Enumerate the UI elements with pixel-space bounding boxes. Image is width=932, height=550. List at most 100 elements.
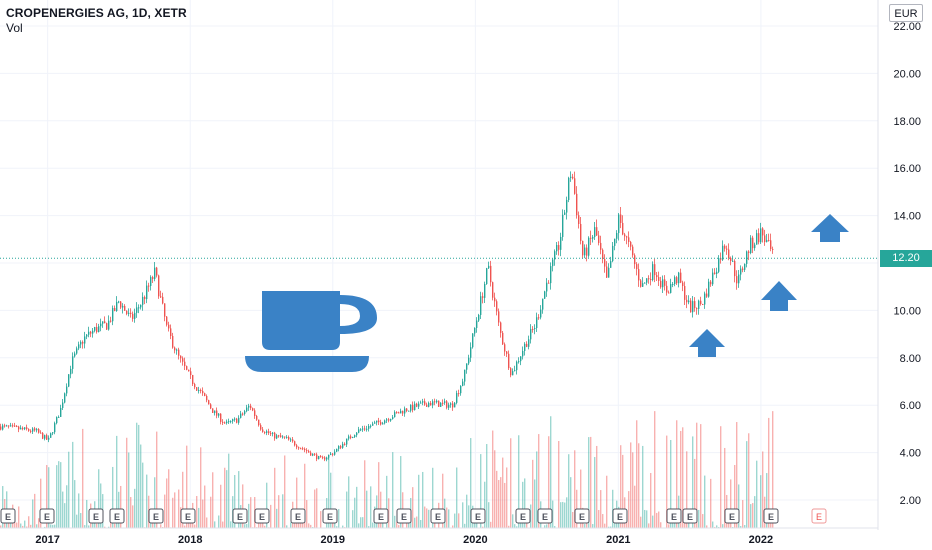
candle-body [482,296,484,298]
candle-body [490,265,492,283]
volume-bar [224,467,226,528]
candle-body [12,425,14,427]
volume-bar [728,521,730,528]
volume-bar [594,457,596,528]
candle-body [206,395,208,401]
candle-body [684,286,686,300]
volume-bar [554,526,556,528]
candle-body [322,457,324,459]
candle-body [434,401,436,403]
candle-body [704,293,706,305]
earnings-marker-icon[interactable]: E [290,508,306,524]
volume-bar [112,466,114,528]
volume-bar [164,494,166,528]
earnings-marker-icon[interactable]: E [109,508,125,524]
earnings-marker-label: E [687,512,693,522]
volume-bar [420,519,422,528]
candle-body [344,443,346,445]
earnings-marker-icon[interactable]: E [39,508,55,524]
earnings-marker-icon[interactable]: E [148,508,164,524]
candle-body [716,271,718,274]
earnings-marker-icon[interactable]: E [666,508,682,524]
y-tick-label: 2.00 [900,495,921,507]
volume-bar [316,488,318,528]
earnings-marker-icon[interactable]: E [322,508,338,524]
earnings-marker-label: E [5,512,11,522]
candle-body [498,311,500,323]
volume-bar [464,523,466,528]
candle-body [560,236,562,250]
earnings-marker-icon[interactable]: E [470,508,486,524]
earnings-marker-icon[interactable]: E [574,508,590,524]
volume-bar [552,500,554,528]
candle-body [14,425,16,427]
volume-bar [356,486,358,528]
candle-body [86,334,88,337]
earnings-marker-icon[interactable]: E [811,508,827,524]
candle-body [734,260,736,277]
volume-bar [346,491,348,528]
volume-bar [466,494,468,528]
earnings-marker-icon[interactable]: E [373,508,389,524]
candle-body [530,328,532,340]
volume-bar [646,510,648,528]
candle-body [186,366,188,370]
earnings-marker-icon[interactable]: E [724,508,740,524]
candle-body [652,264,654,280]
y-tick-label: 8.00 [900,353,921,365]
candle-body [510,368,512,376]
volume-bar [0,525,2,528]
earnings-marker-icon[interactable]: E [254,508,270,524]
x-tick-label: 2019 [321,534,345,546]
volume-bar [174,492,176,528]
candle-body [538,317,540,319]
volume-bar [264,525,266,528]
earnings-marker-icon[interactable]: E [682,508,698,524]
candle-body [416,403,418,407]
candle-body [518,361,520,363]
volume-bar [270,504,272,528]
volume-bar [400,456,402,528]
candle-body [604,259,606,267]
volume-bar [222,521,224,528]
earnings-marker-icon[interactable]: E [612,508,628,524]
candle-body [368,426,370,429]
earnings-marker-icon[interactable]: E [0,508,16,524]
earnings-marker-icon[interactable]: E [537,508,553,524]
candle-body [138,307,140,309]
volume-bar [276,508,278,528]
earnings-marker-icon[interactable]: E [180,508,196,524]
earnings-marker-icon[interactable]: E [515,508,531,524]
volume-bar [748,433,750,528]
candle-body [350,436,352,438]
earnings-marker-icon[interactable]: E [396,508,412,524]
volume-bar [490,521,492,528]
earnings-marker-icon[interactable]: E [88,508,104,524]
candle-body [686,299,688,303]
candle-body [290,439,292,441]
volume-bar [86,499,88,528]
candle-body [52,432,54,434]
candle-body [76,348,78,354]
currency-button[interactable]: EUR [889,4,923,22]
volume-bar [656,512,658,528]
volume-bar [398,525,400,528]
volume-bar [182,471,184,528]
volume-bar [34,493,36,528]
earnings-marker-icon[interactable]: E [232,508,248,524]
volume-bar [700,424,702,528]
volume-bar [686,451,688,528]
candle-body [102,321,104,324]
candle-body [140,304,142,308]
volume-bar [736,422,738,528]
candle-body [150,277,152,287]
earnings-marker-icon[interactable]: E [763,508,779,524]
volume-bar [82,428,84,528]
volume-bar [44,526,46,528]
earnings-marker-icon[interactable]: E [430,508,446,524]
volume-bar [320,511,322,528]
volume-bar [592,524,594,528]
candle-body [310,452,312,456]
